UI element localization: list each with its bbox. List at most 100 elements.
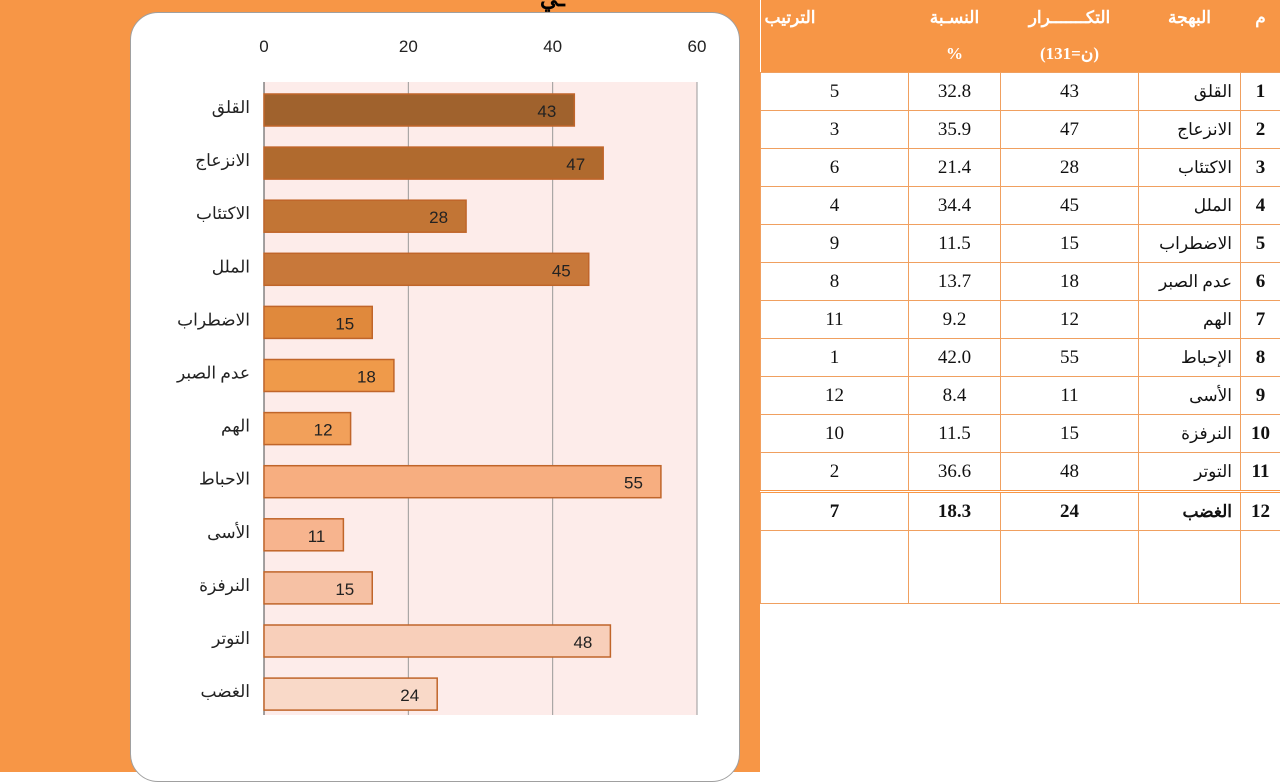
bar bbox=[264, 466, 661, 498]
row-rank: 5 bbox=[761, 73, 909, 111]
header-frequency: التكـــــــرار bbox=[1001, 0, 1139, 36]
category-label: النرفزة bbox=[199, 576, 250, 596]
bar bbox=[264, 413, 351, 445]
x-tick-label: 60 bbox=[688, 37, 707, 56]
row-frequency: 11 bbox=[1001, 377, 1139, 415]
row-percent: 36.6 bbox=[909, 453, 1001, 492]
row-rank: 2 bbox=[761, 453, 909, 492]
row-emotion: الاكتئاب bbox=[1139, 149, 1241, 187]
bar-value-label: 15 bbox=[335, 314, 354, 333]
row-percent: 11.5 bbox=[909, 225, 1001, 263]
row-rank: 7 bbox=[761, 492, 909, 531]
bar-value-label: 55 bbox=[624, 474, 643, 493]
row-rank: 6 bbox=[761, 149, 909, 187]
row-rank: 3 bbox=[761, 111, 909, 149]
header-percent: النسـبة bbox=[909, 0, 1001, 36]
bar-value-label: 11 bbox=[308, 527, 326, 546]
category-label: الغضب bbox=[200, 682, 250, 701]
row-emotion: الإحباط bbox=[1139, 339, 1241, 377]
row-rank: 9 bbox=[761, 225, 909, 263]
x-tick-label: 40 bbox=[543, 37, 562, 56]
row-emotion: القلق bbox=[1139, 73, 1241, 111]
row-index: 2 bbox=[1241, 111, 1280, 149]
row-index: 4 bbox=[1241, 187, 1280, 225]
row-frequency: 43 bbox=[1001, 73, 1139, 111]
row-index: 7 bbox=[1241, 301, 1280, 339]
row-rank: 11 bbox=[761, 301, 909, 339]
table-filler-row bbox=[761, 531, 1280, 604]
row-emotion: الهم bbox=[1139, 301, 1241, 339]
row-rank: 8 bbox=[761, 263, 909, 301]
x-tick-label: 0 bbox=[259, 37, 268, 56]
row-index: 12 bbox=[1241, 492, 1280, 531]
header-frequency-line1: التكـــــــرار bbox=[1005, 8, 1135, 28]
bar bbox=[264, 519, 343, 551]
row-emotion: الانزعاج bbox=[1139, 111, 1241, 149]
table-header-row-2: (ن=131) % bbox=[761, 36, 1280, 73]
bar bbox=[264, 94, 574, 126]
row-index: 10 bbox=[1241, 415, 1280, 453]
row-percent: 34.4 bbox=[909, 187, 1001, 225]
row-frequency: 45 bbox=[1001, 187, 1139, 225]
bar bbox=[264, 147, 603, 179]
row-index: 6 bbox=[1241, 263, 1280, 301]
row-rank: 10 bbox=[761, 415, 909, 453]
row-emotion: الغضب bbox=[1139, 492, 1241, 531]
row-emotion: النرفزة bbox=[1139, 415, 1241, 453]
header-percent-line2: % bbox=[909, 36, 1001, 73]
row-rank: 4 bbox=[761, 187, 909, 225]
category-label: القلق bbox=[212, 98, 250, 118]
row-percent: 35.9 bbox=[909, 111, 1001, 149]
row-emotion: الأسى bbox=[1139, 377, 1241, 415]
row-emotion: الاضطراب bbox=[1139, 225, 1241, 263]
bar-value-label: 15 bbox=[335, 580, 354, 599]
row-frequency: 47 bbox=[1001, 111, 1139, 149]
row-index: 3 bbox=[1241, 149, 1280, 187]
row-index: 1 bbox=[1241, 73, 1280, 111]
row-rank: 1 bbox=[761, 339, 909, 377]
bar-value-label: 43 bbox=[537, 102, 556, 121]
row-frequency: 24 bbox=[1001, 492, 1139, 531]
bar bbox=[264, 253, 589, 285]
row-index: 11 bbox=[1241, 453, 1280, 492]
header-rank: الترتيب bbox=[761, 0, 909, 36]
bar-value-label: 48 bbox=[573, 633, 592, 652]
row-frequency: 15 bbox=[1001, 415, 1139, 453]
bar bbox=[264, 572, 372, 604]
bar bbox=[264, 306, 372, 338]
category-label: التوتر bbox=[211, 629, 250, 649]
category-label: الأسى bbox=[207, 522, 250, 542]
bar-value-label: 28 bbox=[429, 208, 448, 227]
bar-value-label: 12 bbox=[314, 421, 333, 440]
header-emotion: البهجة bbox=[1139, 0, 1241, 36]
row-frequency: 48 bbox=[1001, 453, 1139, 492]
bar-value-label: 24 bbox=[400, 686, 419, 705]
row-frequency: 28 bbox=[1001, 149, 1139, 187]
category-label: الاضطراب bbox=[177, 310, 250, 330]
bar-value-label: 47 bbox=[566, 155, 585, 174]
row-emotion: عدم الصبر bbox=[1139, 263, 1241, 301]
row-index: 9 bbox=[1241, 377, 1280, 415]
category-label: الانزعاج bbox=[195, 151, 250, 171]
frequency-table: م البهجة التكـــــــرار النسـبة الترتيب … bbox=[760, 0, 1280, 772]
category-label: الاكتئاب bbox=[196, 204, 250, 223]
row-emotion: الملل bbox=[1139, 187, 1241, 225]
row-percent: 18.3 bbox=[909, 492, 1001, 531]
header-percent-line1: النسـبة bbox=[913, 8, 997, 28]
category-label: الهم bbox=[221, 417, 250, 437]
row-percent: 11.5 bbox=[909, 415, 1001, 453]
row-percent: 21.4 bbox=[909, 149, 1001, 187]
x-tick-label: 20 bbox=[399, 37, 418, 56]
bar-value-label: 18 bbox=[357, 368, 376, 387]
